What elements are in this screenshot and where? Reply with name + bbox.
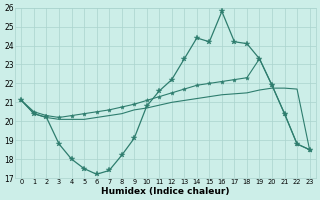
- X-axis label: Humidex (Indice chaleur): Humidex (Indice chaleur): [101, 187, 230, 196]
